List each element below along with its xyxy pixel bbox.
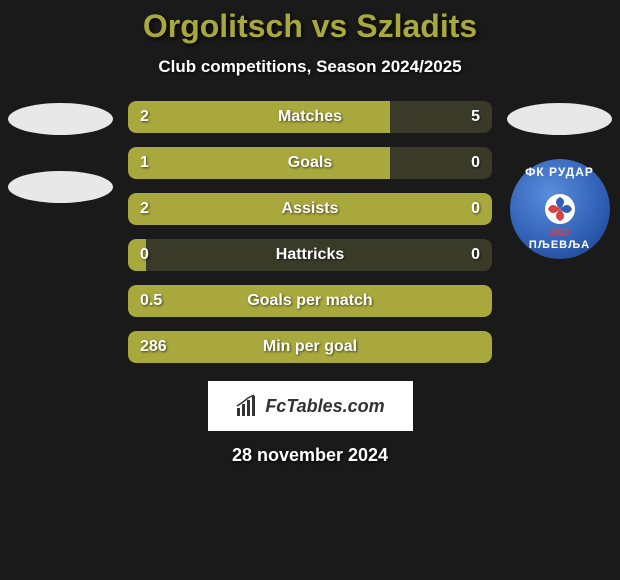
right-ellipse-1 — [507, 103, 612, 135]
bar-value-right: 0 — [471, 200, 480, 218]
bar-label: Matches — [278, 108, 342, 126]
badge-year: 1920 — [510, 227, 610, 237]
infographic-container: Orgolitsch vs Szladits Club competitions… — [0, 0, 620, 580]
bar-value-right: 5 — [471, 108, 480, 126]
badge-text-bottom: ПЉЕВЉА — [510, 239, 610, 251]
right-side-column: ФК РУДАР 1920 ПЉЕВЉА — [507, 101, 612, 259]
stats-bars-column: 2 5 Matches 1 0 Goals 2 0 Assists 0 0 Hattricks 0.5 G… — [128, 101, 492, 363]
bar-value-left: 1 — [140, 154, 149, 172]
stat-bar-min-per-goal: 286 Min per goal — [128, 331, 492, 363]
title: Orgolitsch vs Szladits — [0, 8, 620, 45]
bar-label: Goals per match — [247, 292, 372, 310]
bar-label: Min per goal — [263, 338, 357, 356]
left-ellipse-1 — [8, 103, 113, 135]
bar-label: Assists — [282, 200, 339, 218]
badge-text-top: ФК РУДАР — [510, 165, 610, 179]
subtitle: Club competitions, Season 2024/2025 — [0, 57, 620, 77]
main-area: 2 5 Matches 1 0 Goals 2 0 Assists 0 0 Hattricks 0.5 G… — [0, 101, 620, 363]
left-side-column — [8, 101, 113, 203]
bar-value-left: 0 — [140, 246, 149, 264]
badge-pinwheel-icon — [544, 193, 576, 225]
bar-value-left: 286 — [140, 338, 167, 356]
bar-value-left: 2 — [140, 200, 149, 218]
stat-bar-assists: 2 0 Assists — [128, 193, 492, 225]
watermark-chart-icon — [235, 394, 259, 418]
watermark-text: FcTables.com — [265, 396, 384, 417]
date-text: 28 november 2024 — [0, 445, 620, 466]
bar-value-left: 2 — [140, 108, 149, 126]
bar-value-right: 0 — [471, 154, 480, 172]
left-ellipse-2 — [8, 171, 113, 203]
bar-label: Goals — [288, 154, 332, 172]
stat-bar-goals: 1 0 Goals — [128, 147, 492, 179]
watermark-box: FcTables.com — [208, 381, 413, 431]
bar-value-right: 0 — [471, 246, 480, 264]
club-badge: ФК РУДАР 1920 ПЉЕВЉА — [510, 159, 610, 259]
bar-left-fill — [128, 147, 390, 179]
bar-value-left: 0.5 — [140, 292, 162, 310]
stat-bar-goals-per-match: 0.5 Goals per match — [128, 285, 492, 317]
stat-bar-hattricks: 0 0 Hattricks — [128, 239, 492, 271]
bar-label: Hattricks — [276, 246, 344, 264]
bar-left-fill — [128, 101, 390, 133]
stat-bar-matches: 2 5 Matches — [128, 101, 492, 133]
